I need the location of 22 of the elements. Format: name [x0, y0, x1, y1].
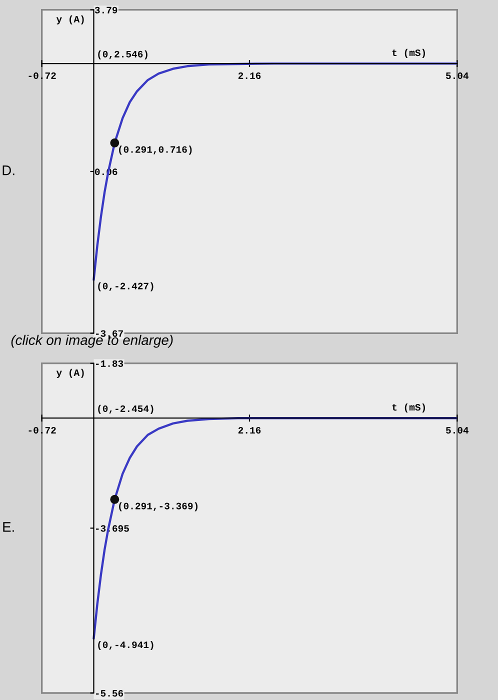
y-tick-label: 3.79: [94, 6, 118, 14]
x-axis-title: t (mS): [392, 403, 425, 413]
y-tick-label: -1.83: [96, 360, 124, 367]
y-axis-title: y (A): [56, 368, 84, 378]
x-tick-label: 5.04: [446, 426, 469, 434]
text: E.: [3, 522, 14, 532]
y-tick-label: -3.67: [96, 330, 123, 337]
text: D.: [2, 166, 14, 176]
annotation: (0,-2.454): [98, 404, 154, 414]
x-tick-label: -0.72: [28, 426, 56, 434]
annotation: (0,-4.941): [98, 640, 154, 650]
y-axis-title: y (A): [56, 15, 84, 24]
annotation: (0,-2.427): [98, 282, 154, 292]
x-tick-label: 2.16: [238, 72, 261, 80]
x-tick-label: 5.04: [446, 72, 469, 80]
x-tick-label: 2.16: [238, 426, 261, 434]
y-tick-label: -5.56: [96, 690, 124, 697]
annotation: (0,2.546): [98, 50, 148, 60]
x-tick-label: -0.72: [28, 72, 56, 80]
annotation: (0.291,0.716): [119, 146, 192, 155]
annotation: (0.291,-3.369): [119, 502, 198, 512]
x-axis-title: t (mS): [392, 48, 425, 58]
